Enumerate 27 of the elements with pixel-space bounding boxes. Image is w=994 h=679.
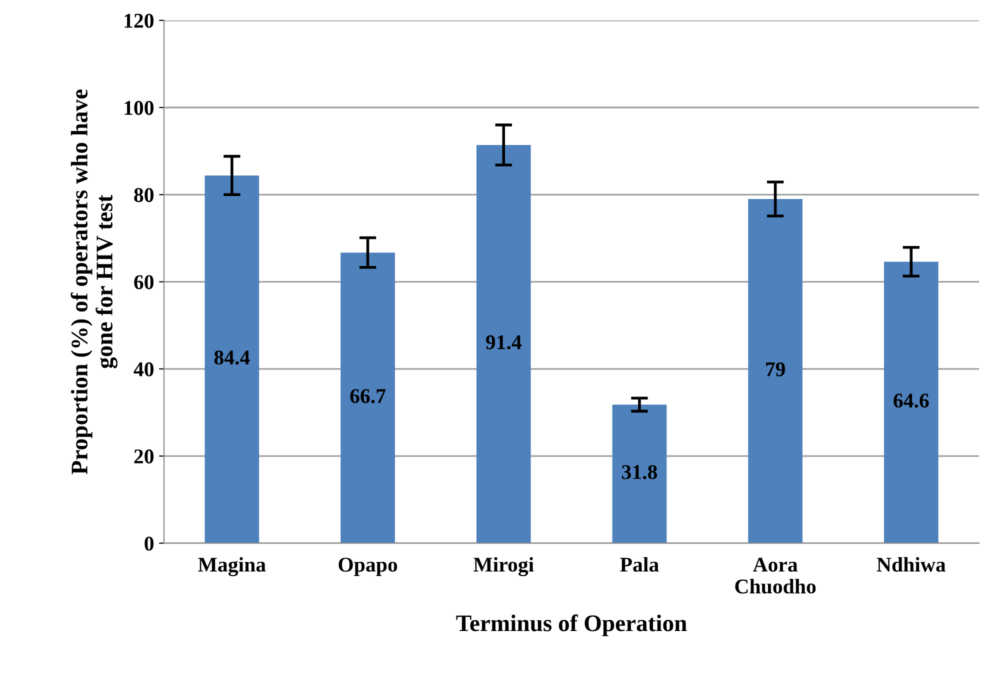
y-tick-label: 0 <box>144 536 154 551</box>
x-tick-label: Mirogi <box>474 557 534 576</box>
y-tick-label: 80 <box>134 188 154 202</box>
bar <box>204 175 260 544</box>
data-label: 31.8 <box>622 465 658 480</box>
x-tick-label: Ndhiwa <box>876 557 946 572</box>
bar <box>476 144 531 544</box>
bar <box>884 262 938 544</box>
data-label: 79 <box>766 362 785 376</box>
bar <box>340 252 395 544</box>
y-tick-label: 20 <box>134 449 154 464</box>
x-tick-label: Opapo <box>338 558 398 576</box>
x-axis-title: Terminus of Operation <box>456 614 687 636</box>
x-tick-label: Aora Chuodho <box>735 558 816 594</box>
bar <box>612 404 667 544</box>
y-tick-label: 60 <box>134 275 154 290</box>
x-tick-label: Magina <box>198 557 266 576</box>
y-axis-title: Proportion (%) of operators who have gone for HIV test <box>70 89 118 474</box>
y-tick-label: 120 <box>124 14 154 28</box>
data-label: 84.4 <box>214 350 250 365</box>
bar <box>748 199 802 544</box>
data-label: 66.7 <box>350 389 386 404</box>
x-tick-label: Pala <box>620 557 659 572</box>
data-label: 91.4 <box>486 335 522 350</box>
y-tick-label: 40 <box>134 362 154 376</box>
data-label: 64.6 <box>894 394 929 408</box>
y-tick-label: 100 <box>124 100 154 115</box>
